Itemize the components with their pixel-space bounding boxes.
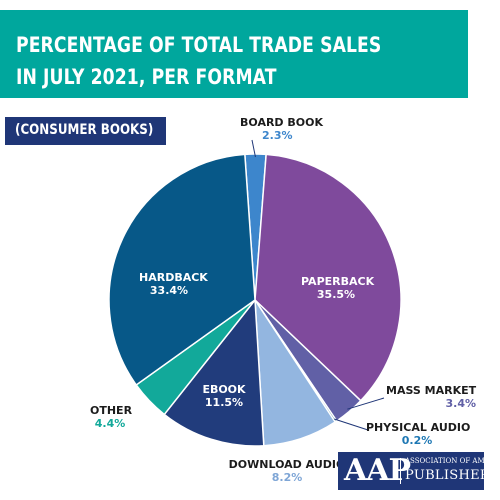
label-ebook-value: 11.5% bbox=[204, 396, 244, 409]
label-mass-market: MASS MARKET 3.4% bbox=[386, 384, 476, 410]
label-download-audio-name: DOWNLOAD AUDIO bbox=[228, 458, 346, 471]
slice-ebook bbox=[163, 299, 265, 447]
slice-paperback bbox=[254, 153, 402, 402]
label-mass-market-name: MASS MARKET bbox=[386, 384, 477, 397]
label-ebook: EBOOK 11.5% bbox=[199, 383, 249, 409]
label-hardback: HARDBACK 33.4% bbox=[139, 271, 208, 297]
chart-title-line-1: PERCENTAGE OF TOTAL TRADE SALES bbox=[16, 33, 382, 57]
label-board-book-name: BOARD BOOK bbox=[240, 116, 323, 129]
label-paperback: PAPERBACK 35.5% bbox=[301, 275, 375, 301]
aap-logo-line-1: ASSOCIATION OF AMERICAN bbox=[405, 457, 500, 465]
aap-logo: AAP ASSOCIATION OF AMERICAN PUBLISHERS bbox=[338, 452, 500, 490]
leader-line-board-book bbox=[251, 139, 256, 158]
title-banner: PERCENTAGE OF TOTAL TRADE SALES IN JULY … bbox=[0, 10, 468, 98]
label-other-name: OTHER bbox=[90, 404, 133, 417]
label-board-book-value: 2.3% bbox=[262, 129, 293, 142]
aap-logo-mark: AAP bbox=[344, 453, 411, 488]
label-physical-audio-name: PHYSICAL AUDIO bbox=[366, 421, 471, 434]
chart-subtitle: (CONSUMER BOOKS) bbox=[15, 122, 154, 138]
label-download-audio: DOWNLOAD AUDIO 8.2% bbox=[226, 458, 348, 484]
label-board-book: BOARD BOOK 2.3% bbox=[240, 116, 323, 142]
label-physical-audio: PHYSICAL AUDIO 0.2% bbox=[366, 421, 471, 447]
label-hardback-value: 33.4% bbox=[149, 284, 189, 297]
subtitle-badge: (CONSUMER BOOKS) bbox=[5, 117, 166, 145]
label-download-audio-value: 8.2% bbox=[271, 471, 303, 484]
label-hardback-name: HARDBACK bbox=[139, 271, 208, 284]
label-other-value: 4.4% bbox=[94, 417, 126, 430]
label-mass-market-value: 3.4% bbox=[445, 397, 476, 410]
label-physical-audio-value: 0.2% bbox=[401, 434, 433, 447]
label-other: OTHER 4.4% bbox=[90, 404, 133, 430]
label-paperback-name: PAPERBACK bbox=[301, 275, 375, 288]
label-paperback-value: 35.5% bbox=[316, 288, 356, 301]
leader-line-mass-market bbox=[347, 397, 385, 410]
aap-logo-divider bbox=[400, 458, 401, 484]
aap-logo-line-2: PUBLISHERS bbox=[405, 468, 500, 483]
leader-line-physical-audio bbox=[334, 418, 369, 431]
chart-title-line-2: IN JULY 2021, PER FORMAT bbox=[16, 65, 277, 89]
slice-hardback bbox=[108, 153, 256, 386]
label-ebook-name: EBOOK bbox=[202, 383, 246, 396]
